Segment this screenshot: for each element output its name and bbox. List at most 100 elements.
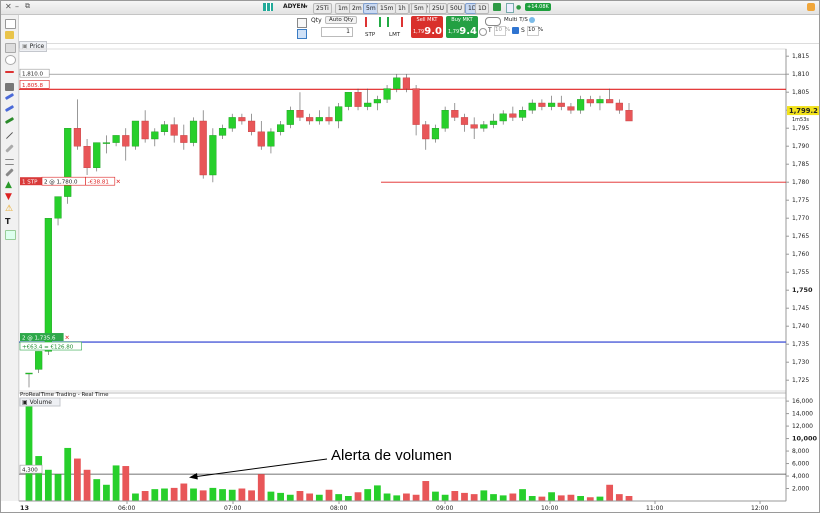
- volume-bar: [412, 494, 420, 501]
- stp-label[interactable]: STP: [365, 32, 376, 38]
- candle: [54, 196, 62, 219]
- price-tick-label: 1,785: [792, 161, 809, 168]
- time-tick-label: 08:00: [330, 505, 347, 512]
- time-tick-label: 09:00: [436, 505, 453, 512]
- multi-toggle[interactable]: [485, 17, 501, 26]
- period-selector[interactable]: 5m: [411, 3, 427, 14]
- t-label: T: [488, 27, 492, 34]
- lmt-label[interactable]: LMT: [389, 32, 401, 38]
- drawing-mode-icon[interactable]: [506, 3, 514, 13]
- chart-type-icon[interactable]: [263, 3, 273, 11]
- order-book-icon[interactable]: [297, 29, 307, 39]
- buy-market-button[interactable]: Buy MKT 1,79 9.4: [446, 16, 478, 38]
- volume-bar: [528, 496, 536, 501]
- volume-bar: [422, 481, 430, 501]
- pnl-badge: +14.08K: [525, 3, 551, 11]
- candle: [499, 113, 507, 122]
- instrument-selector[interactable]: ADYEN: [283, 3, 306, 10]
- volume-bar: [277, 492, 284, 501]
- close-window-button[interactable]: ✕: [5, 2, 12, 11]
- volume-bar: [228, 489, 236, 501]
- down-arrow-icon[interactable]: ▼: [5, 192, 12, 202]
- order-ticket-icon[interactable]: [297, 18, 307, 28]
- fibonacci-icon[interactable]: [5, 159, 14, 165]
- sell-market-button[interactable]: Sell MKT 1,79 9.0: [411, 16, 443, 38]
- unit-50U[interactable]: 50U: [447, 3, 466, 14]
- s-input[interactable]: 10: [527, 26, 539, 36]
- candle: [509, 113, 517, 118]
- stop-label-bg: [20, 177, 42, 186]
- time-tick-label: 07:00: [224, 505, 241, 512]
- candle: [460, 117, 469, 125]
- volume-bar: [383, 493, 391, 501]
- volume-tick-label: 2,000: [792, 486, 809, 493]
- restore-window-button[interactable]: ⧉: [25, 2, 30, 10]
- volume-bar: [257, 474, 265, 501]
- price-tick-label: 1,810: [792, 71, 809, 78]
- folder-icon[interactable]: [5, 31, 14, 39]
- price-alert-label-bg: [19, 80, 50, 89]
- timeframe-1h[interactable]: 1h: [395, 3, 409, 14]
- candle: [238, 117, 246, 122]
- entry-close-icon: ✕: [65, 335, 70, 342]
- lmt-icon[interactable]: [387, 17, 403, 27]
- volume-bar: [499, 495, 507, 501]
- candle: [189, 120, 198, 143]
- auto-qty-button[interactable]: Auto Qty: [325, 16, 358, 24]
- volume-bar: [470, 494, 478, 501]
- reference-line-label: 1,810.0: [22, 72, 43, 78]
- zoom-icon[interactable]: [5, 55, 16, 65]
- candle: [586, 99, 594, 104]
- volume-bar: [35, 456, 43, 501]
- timeframe-25Ti[interactable]: 25Ti: [313, 3, 332, 14]
- grid-tool-icon[interactable]: [5, 230, 16, 240]
- volume-bar: [219, 489, 226, 501]
- chart-settings-icon[interactable]: [493, 3, 501, 11]
- warning-icon[interactable]: ⚠: [5, 204, 14, 214]
- multi-info-icon[interactable]: [529, 17, 535, 23]
- stp-icon[interactable]: [365, 17, 381, 27]
- minimize-window-button[interactable]: –: [15, 2, 19, 11]
- candle: [344, 91, 352, 107]
- text-tool-icon[interactable]: T: [5, 217, 11, 226]
- candle: [431, 127, 440, 140]
- volume-bar: [519, 489, 526, 501]
- candle: [160, 124, 169, 132]
- current-price-bg: [787, 106, 819, 116]
- day-period-selector[interactable]: 1D: [475, 3, 490, 14]
- s-checkbox[interactable]: [512, 27, 519, 34]
- price-tick-label: 1,815: [792, 53, 809, 60]
- volume-bar: [490, 494, 497, 501]
- price-tick-label: 1,765: [792, 233, 809, 240]
- eraser-icon[interactable]: [5, 43, 16, 53]
- unit-25U[interactable]: 25U: [429, 3, 448, 14]
- candle: [441, 109, 449, 129]
- multi-ts-label: Multi T/S: [504, 17, 528, 23]
- candle: [64, 127, 72, 197]
- price-panel-header[interactable]: ▣ Price: [19, 41, 48, 52]
- refresh-icon[interactable]: [807, 3, 815, 11]
- s-pct: %: [538, 27, 544, 33]
- price-tick-label: 1,745: [792, 305, 809, 312]
- up-arrow-icon[interactable]: ▲: [5, 180, 12, 190]
- trash-icon[interactable]: [5, 83, 14, 91]
- volume-bar: [461, 492, 468, 501]
- volume-tick-label: 12,000: [792, 423, 813, 430]
- candle: [567, 106, 575, 111]
- horizontal-line-icon[interactable]: [5, 71, 14, 73]
- qty-input[interactable]: 1: [321, 27, 353, 37]
- qty-label: Qty: [311, 17, 322, 24]
- time-tick-label: 11:00: [646, 505, 663, 512]
- cursor-icon[interactable]: [5, 19, 16, 29]
- t-checkbox[interactable]: [479, 28, 487, 36]
- panel-close-icon[interactable]: ▣: [22, 43, 30, 50]
- sell-price: 9.0: [424, 26, 442, 37]
- candle: [218, 127, 227, 136]
- t-input[interactable]: 10: [494, 26, 506, 36]
- volume-bar: [480, 490, 488, 501]
- buy-price-small: 1,79: [448, 29, 460, 35]
- candle: [83, 145, 91, 168]
- instrument-dropdown-icon[interactable]: ▾: [305, 4, 308, 10]
